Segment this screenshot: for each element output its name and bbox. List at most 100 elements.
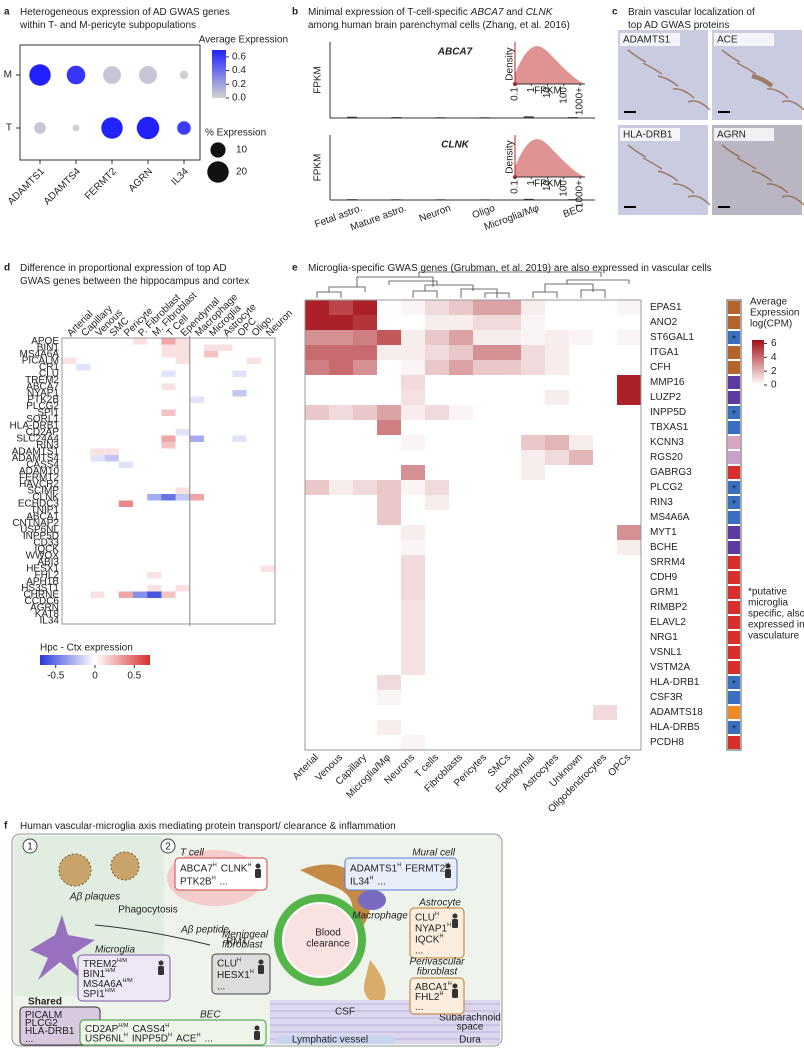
heat-cell: [104, 455, 120, 462]
heat-cell: [104, 435, 120, 443]
heat-cell: [147, 578, 162, 586]
heat-cell: [189, 520, 205, 527]
heat-cell: [104, 442, 120, 449]
heat-cell: [104, 617, 120, 625]
row-label: KCNN3: [650, 437, 684, 448]
row-label: ECHDC3: [18, 498, 60, 509]
heat-cell: [473, 675, 498, 691]
heat-cell: [76, 565, 91, 573]
heat-cell: [62, 552, 77, 560]
heat-cell: [305, 300, 330, 316]
label-box: [620, 33, 680, 46]
heat-cell: [161, 429, 176, 436]
note: *putative: [748, 587, 787, 598]
gene-line: ...: [415, 1002, 423, 1013]
heat-cell: [497, 690, 522, 706]
person-icon: [452, 989, 458, 998]
heat-cell: [593, 585, 618, 601]
heat-cell: [617, 360, 642, 376]
heat-cell: [133, 442, 148, 449]
heat-cell: [90, 591, 105, 599]
heat-cell: [189, 513, 205, 521]
heat-cell: [90, 409, 105, 417]
heat-cell: [377, 570, 402, 586]
heat-cell: [90, 500, 105, 508]
vessel-stain: [672, 88, 695, 99]
heat-cell: [104, 409, 120, 417]
heat-cell: [401, 540, 426, 556]
vessel-stain: [781, 100, 804, 111]
row-label: RIN3: [36, 440, 59, 451]
heat-cell: [90, 383, 105, 391]
panel-letter: a: [4, 7, 10, 18]
heat-cell: [90, 585, 105, 592]
heat-cell: [401, 630, 426, 646]
row-annotation: [728, 706, 740, 719]
colorbar: [752, 340, 764, 385]
heat-cell: [593, 600, 618, 616]
heat-cell: [161, 585, 176, 592]
heat-cell: [218, 539, 233, 547]
heat-cell: [76, 357, 91, 365]
gene-line: HESX1H: [217, 969, 254, 980]
heat-cell: [246, 585, 262, 592]
heat-cell: [569, 465, 594, 481]
heat-cell: [62, 481, 77, 488]
gene-line: USP6NLH INPP5DH ACEH...: [85, 1033, 213, 1044]
gene: FERMT2: [405, 863, 445, 874]
vessel-stain: [642, 157, 663, 170]
heat-cell: [260, 578, 276, 586]
heat-cell: [218, 468, 233, 475]
heat-cell: [246, 481, 262, 488]
heat-cell: [260, 468, 276, 475]
heat-cell: [204, 539, 219, 547]
heat-cell: [161, 435, 176, 443]
heat-cell: [569, 510, 594, 526]
gene-box: [77, 954, 171, 1002]
heat-cell: [305, 375, 330, 391]
heat-cell: [133, 591, 148, 599]
row-label: ADAMTS1: [12, 446, 60, 457]
heat-cell: [104, 468, 120, 475]
gene-source: H/M: [118, 1023, 129, 1029]
row-label: CSF3R: [650, 692, 683, 703]
heat-cell: [329, 555, 354, 571]
heat-cell: [147, 513, 162, 521]
heat-cell: [569, 615, 594, 631]
heat-cell: [246, 383, 262, 391]
heat-cell: [593, 405, 618, 421]
heat-cell: [377, 630, 402, 646]
heat-cell: [232, 559, 247, 566]
box-title: Mural cell: [412, 848, 456, 859]
heat-cell: [104, 604, 120, 612]
heat-cell: [353, 690, 378, 706]
heat-cell: [353, 570, 378, 586]
gene: SPI1: [83, 989, 105, 1000]
gene-source: H/M: [117, 958, 128, 964]
heat-cell: [161, 513, 176, 521]
row-annotation: [728, 646, 740, 659]
heat-cell: [232, 565, 247, 573]
heat-cell: [617, 315, 642, 331]
row-label: APOE: [31, 336, 59, 347]
heat-cell: [62, 390, 77, 397]
heat-cell: [204, 513, 219, 521]
heat-cell: [497, 570, 522, 586]
heat-cell: [497, 360, 522, 376]
heat-cell: [76, 364, 91, 371]
heat-cell: [118, 533, 134, 540]
heat-cell: [353, 585, 378, 601]
heat-cell: [232, 468, 247, 475]
heat-cell: [62, 461, 77, 469]
heat-cell: [175, 364, 191, 371]
peptide-label: Aβ peptide: [180, 925, 229, 936]
heat-cell: [449, 420, 474, 436]
heat-cell: [246, 370, 262, 378]
vessel-stain: [672, 183, 695, 194]
heat-cell: [76, 370, 91, 378]
image-label: ACE: [717, 35, 738, 46]
row-annotation: [728, 361, 740, 374]
heat-cell: [161, 409, 176, 417]
box-title: fibroblast: [222, 940, 264, 951]
heat-cell: [353, 420, 378, 436]
